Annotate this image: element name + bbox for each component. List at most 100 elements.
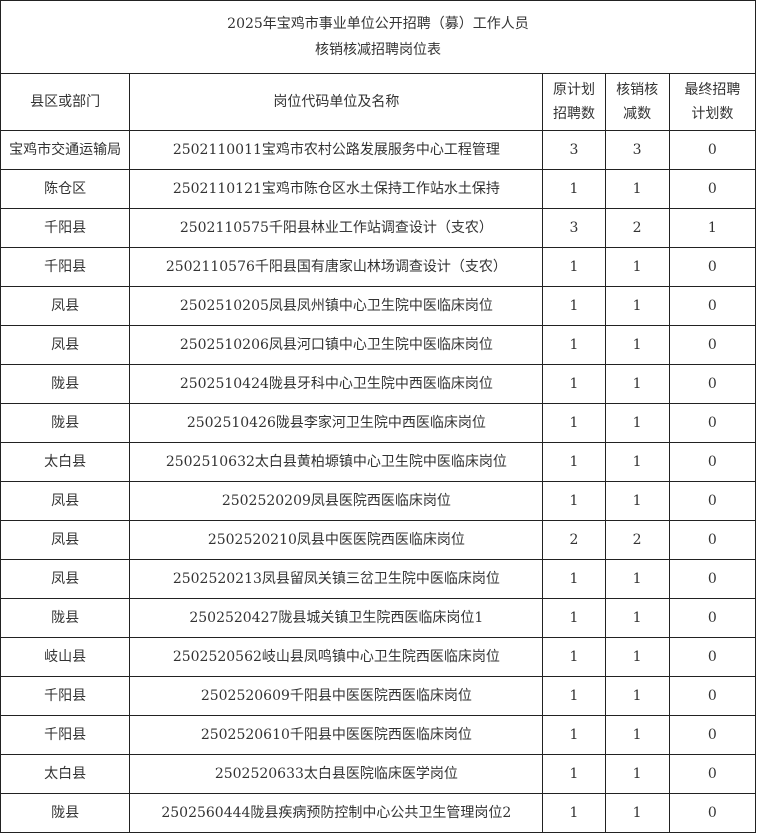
header-reduced-line2: 减数: [623, 106, 652, 122]
cell-district: 凤县: [0, 520, 131, 560]
cell-district: 宝鸡市交通运输局: [0, 130, 131, 170]
table-row: 岐山县 2502520562岐山县凤鸣镇中心卫生院西医临床岗位 1 1 0: [0, 637, 757, 677]
cell-district: 太白县: [0, 442, 131, 482]
title-line-1: 2025年宝鸡市事业单位公开招聘（募）工作人员: [227, 16, 529, 32]
cell-final: 1: [668, 208, 757, 248]
cell-position: 2502520610千阳县中医医院西医临床岗位: [129, 715, 544, 755]
table-row: 凤县 2502520213凤县留凤关镇三岔卫生院中医临床岗位 1 1 0: [0, 559, 757, 599]
cell-position: 2502520210凤县中医医院西医临床岗位: [129, 520, 544, 560]
cell-position: 2502110575千阳县林业工作站调查设计（支农）: [129, 208, 544, 248]
cell-final: 0: [668, 637, 757, 677]
title-line-2: 核销核减招聘岗位表: [315, 42, 441, 58]
table-title: 2025年宝鸡市事业单位公开招聘（募）工作人员 核销核减招聘岗位表: [0, 0, 756, 74]
cell-district: 凤县: [0, 325, 131, 365]
cell-reduced: 1: [604, 247, 670, 287]
cell-final: 0: [668, 520, 757, 560]
cell-district: 千阳县: [0, 247, 131, 287]
cell-original: 3: [542, 130, 606, 170]
cell-district: 千阳县: [0, 208, 131, 248]
table-row: 陇县 2502560444陇县疾病预防控制中心公共卫生管理岗位2 1 1 0: [0, 793, 757, 833]
header-original: 原计划 招聘数: [542, 73, 606, 131]
cell-original: 1: [542, 442, 606, 482]
cell-position: 2502520427陇县城关镇卫生院西医临床岗位1: [129, 598, 544, 638]
table-row: 陈仓区 2502110121宝鸡市陈仓区水土保持工作站水土保持 1 1 0: [0, 169, 757, 209]
cell-position: 2502520633太白县医院临床医学岗位: [129, 754, 544, 794]
cell-original: 1: [542, 676, 606, 716]
header-final: 最终招聘 计划数: [668, 73, 757, 131]
cell-reduced: 1: [604, 793, 670, 833]
cell-position: 2502110011宝鸡市农村公路发展服务中心工程管理: [129, 130, 544, 170]
cell-position: 2502520213凤县留凤关镇三岔卫生院中医临床岗位: [129, 559, 544, 599]
table-row: 凤县 2502510206凤县河口镇中心卫生院中医临床岗位 1 1 0: [0, 325, 757, 365]
cell-final: 0: [668, 715, 757, 755]
header-row: 县区或部门 岗位代码单位及名称 原计划 招聘数 核销核减数 最终招聘计划数: [0, 73, 757, 131]
cell-reduced: 1: [604, 325, 670, 365]
cell-original: 1: [542, 364, 606, 404]
cell-district: 陇县: [0, 793, 131, 833]
cell-position: 2502110576千阳县国有唐家山林场调查设计（支农）: [129, 247, 544, 287]
table-row: 太白县 2502510632太白县黄柏塬镇中心卫生院中医临床岗位 1 1 0: [0, 442, 757, 482]
cell-reduced: 1: [604, 169, 670, 209]
cell-original: 1: [542, 286, 606, 326]
cell-final: 0: [668, 793, 757, 833]
header-reduced-line1: 核销核: [616, 82, 659, 98]
cell-reduced: 1: [604, 442, 670, 482]
table-row: 凤县 2502520210凤县中医医院西医临床岗位 2 2 0: [0, 520, 757, 560]
cell-position: 2502510424陇县牙科中心卫生院中西医临床岗位: [129, 364, 544, 404]
cell-reduced: 1: [604, 481, 670, 521]
cell-final: 0: [668, 130, 757, 170]
header-original-line2: 招聘数: [552, 106, 595, 122]
table-row: 陇县 2502510426陇县李家河卫生院中西医临床岗位 1 1 0: [0, 403, 757, 443]
cell-reduced: 1: [604, 598, 670, 638]
cell-reduced: 1: [604, 403, 670, 443]
table-row: 千阳县 2502110576千阳县国有唐家山林场调查设计（支农） 1 1 0: [0, 247, 757, 287]
table-row: 千阳县 2502520609千阳县中医医院西医临床岗位 1 1 0: [0, 676, 757, 716]
cell-position: 2502510632太白县黄柏塬镇中心卫生院中医临床岗位: [129, 442, 544, 482]
cell-final: 0: [668, 754, 757, 794]
cell-original: 1: [542, 637, 606, 677]
cell-district: 岐山县: [0, 637, 131, 677]
cell-position: 2502510426陇县李家河卫生院中西医临床岗位: [129, 403, 544, 443]
cell-final: 0: [668, 403, 757, 443]
cell-district: 陇县: [0, 403, 131, 443]
cell-original: 1: [542, 403, 606, 443]
cell-final: 0: [668, 598, 757, 638]
cell-final: 0: [668, 364, 757, 404]
header-reduced: 核销核 减数: [604, 73, 670, 131]
cell-original: 1: [542, 754, 606, 794]
cell-reduced: 1: [604, 637, 670, 677]
cell-reduced: 1: [604, 559, 670, 599]
cell-original: 2: [542, 520, 606, 560]
cell-position: 2502560444陇县疾病预防控制中心公共卫生管理岗位2: [129, 793, 544, 833]
cell-position: 2502510205凤县凤州镇中心卫生院中医临床岗位: [129, 286, 544, 326]
cell-final: 0: [668, 559, 757, 599]
cell-reduced: 1: [604, 364, 670, 404]
cell-final: 0: [668, 676, 757, 716]
table-row: 凤县 2502510205凤县凤州镇中心卫生院中医临床岗位 1 1 0: [0, 286, 757, 326]
cell-final: 0: [668, 325, 757, 365]
cell-reduced: 1: [604, 754, 670, 794]
cell-original: 1: [542, 481, 606, 521]
header-final-line2: 计划数: [691, 106, 734, 122]
cell-original: 1: [542, 169, 606, 209]
cell-district: 千阳县: [0, 676, 131, 716]
cell-district: 凤县: [0, 481, 131, 521]
cell-district: 陇县: [0, 598, 131, 638]
header-final-line1: 最终招聘: [684, 82, 741, 98]
cell-original: 1: [542, 559, 606, 599]
cell-district: 陈仓区: [0, 169, 131, 209]
title-row: 2025年宝鸡市事业单位公开招聘（募）工作人员 核销核减招聘岗位表: [0, 0, 756, 74]
cell-original: 1: [542, 325, 606, 365]
table-row: 太白县 2502520633太白县医院临床医学岗位 1 1 0: [0, 754, 757, 794]
cell-reduced: 1: [604, 286, 670, 326]
cell-reduced: 2: [604, 520, 670, 560]
cell-reduced: 1: [604, 676, 670, 716]
cell-district: 千阳县: [0, 715, 131, 755]
table-row: 凤县 2502520209凤县医院西医临床岗位 1 1 0: [0, 481, 757, 521]
cell-original: 3: [542, 208, 606, 248]
header-district: 县区或部门: [0, 73, 131, 131]
cell-original: 1: [542, 598, 606, 638]
header-position: 岗位代码单位及名称: [129, 73, 544, 131]
cell-final: 0: [668, 286, 757, 326]
